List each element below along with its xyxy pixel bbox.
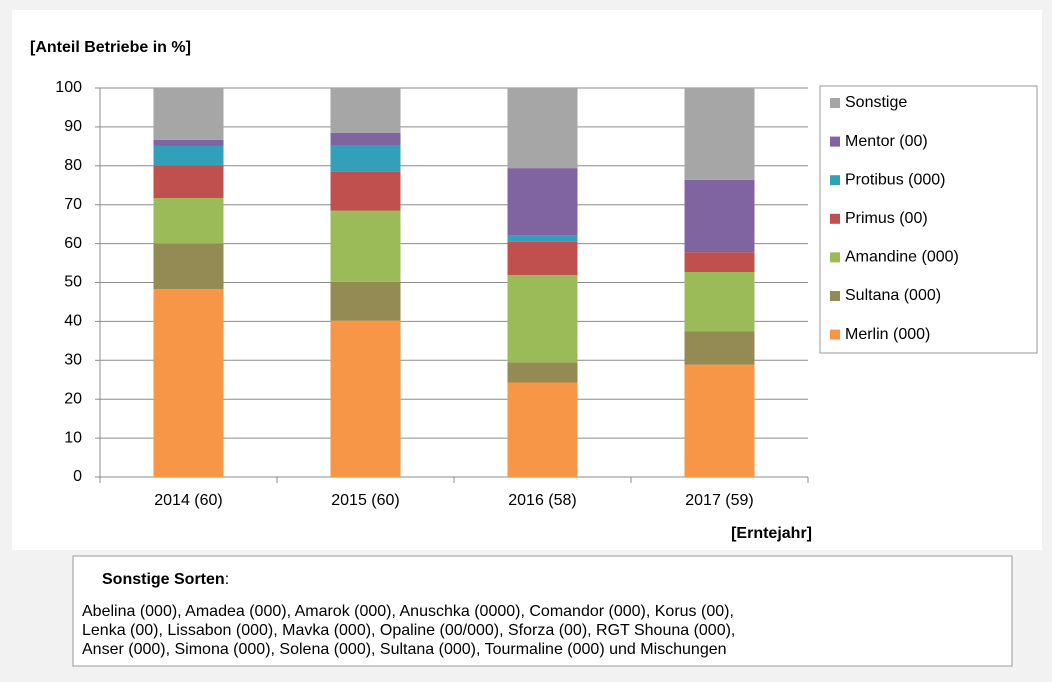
y-tick-label: 0 <box>73 468 82 485</box>
bar-segment <box>684 179 755 253</box>
note-box <box>72 555 1013 667</box>
legend-swatch <box>830 213 840 224</box>
bar-segment <box>153 145 224 166</box>
y-tick-label: 30 <box>64 352 82 369</box>
bar-segment <box>330 281 401 321</box>
x-tick-label: 2015 (60) <box>331 492 400 509</box>
y-tick-label: 90 <box>64 118 82 135</box>
y-tick-label: 50 <box>64 274 82 291</box>
bar-segment <box>507 382 578 477</box>
y-tick-label: 20 <box>64 390 82 407</box>
bar-segment <box>330 88 401 133</box>
legend-swatch <box>830 252 840 263</box>
y-tick-label: 10 <box>64 429 82 446</box>
legend <box>819 85 1038 354</box>
legend-swatch <box>830 291 840 301</box>
note-line: Lenka (00), Lissabon (000), Mavka (000),… <box>82 622 735 639</box>
y-tick-label: 70 <box>64 196 82 213</box>
legend-label: Merlin (000) <box>845 326 930 343</box>
legend-label: Amandine (000) <box>845 249 959 266</box>
bar-segment <box>153 289 224 477</box>
y-tick-label: 60 <box>64 235 82 252</box>
bar-segment <box>507 362 578 383</box>
bar-segment <box>507 235 578 242</box>
legend-swatch <box>830 136 840 147</box>
legend-swatch <box>830 98 840 108</box>
bar-segment <box>507 275 578 363</box>
legend-label: Sonstige <box>845 94 907 111</box>
bar-segment <box>153 139 224 146</box>
bar-segment <box>330 132 401 146</box>
bar-segment <box>684 271 755 332</box>
y-tick-label: 40 <box>64 313 82 330</box>
x-axis-label: [Erntejahr] <box>731 525 812 542</box>
legend-label: Protibus (000) <box>845 171 946 188</box>
legend-label: Mentor (00) <box>845 133 928 150</box>
bar-segment <box>330 171 401 211</box>
x-tick-label: 2017 (59) <box>685 492 754 509</box>
legend-swatch <box>830 175 840 186</box>
bar-segment <box>684 331 755 365</box>
x-tick-label: 2014 (60) <box>154 492 223 509</box>
note-line: Anser (000), Simona (000), Solena (000),… <box>82 641 727 658</box>
bar-segment <box>153 165 224 199</box>
note-heading-suffix: : <box>225 571 229 588</box>
y-tick-label: 80 <box>64 157 82 174</box>
legend-label: Sultana (000) <box>845 287 941 304</box>
bar-segment <box>507 168 578 236</box>
bar-segment <box>330 320 401 477</box>
y-tick-label: 100 <box>55 79 82 96</box>
bar-segment <box>153 243 224 290</box>
bar-segment <box>684 252 755 272</box>
bar-segment <box>153 198 224 244</box>
bar-segment <box>507 88 578 169</box>
bar-segment <box>684 364 755 477</box>
legend-swatch <box>830 329 840 340</box>
note-heading-bold: Sonstige Sorten <box>102 571 225 588</box>
y-axis-label: [Anteil Betriebe in %] <box>30 39 191 56</box>
legend-label: Primus (00) <box>845 210 928 227</box>
bar-segment <box>684 88 755 180</box>
x-tick-label: 2016 (58) <box>508 492 577 509</box>
bar-segment <box>330 210 401 282</box>
note-heading: Sonstige Sorten: <box>102 571 229 588</box>
bar-segment <box>330 145 401 172</box>
bar-segment <box>153 88 224 140</box>
bar-segment <box>507 241 578 276</box>
note-line: Abelina (000), Amadea (000), Amarok (000… <box>82 603 734 620</box>
